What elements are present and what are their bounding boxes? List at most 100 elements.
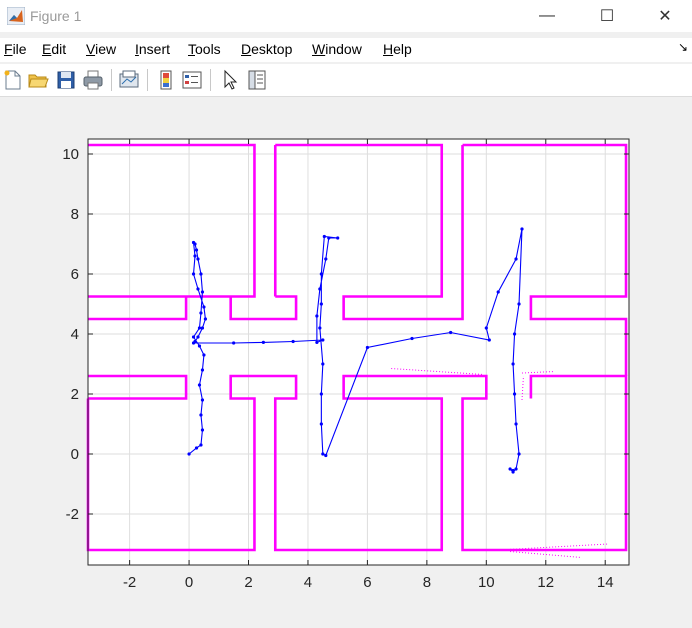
- map-scatter-streak: [498, 543, 609, 551]
- close-button[interactable]: ✕: [642, 0, 688, 32]
- map-wall: [88, 143, 256, 298]
- trajectory-point: [191, 335, 196, 339]
- map-wall: [88, 374, 188, 400]
- x-tick-label: 12: [537, 574, 554, 591]
- trajectory-point: [321, 362, 325, 366]
- trajectory-point: [199, 311, 203, 315]
- trajectory-point: [517, 302, 521, 306]
- menu-edit[interactable]: Edit: [42, 41, 67, 57]
- trajectory-point: [196, 257, 200, 261]
- trajectory-point: [511, 468, 515, 473]
- minimize-button[interactable]: —: [524, 0, 570, 32]
- x-tick-label: 4: [304, 574, 312, 591]
- trajectory-point: [517, 452, 521, 456]
- trajectory-point: [194, 446, 199, 450]
- open-file-icon[interactable]: [27, 69, 49, 91]
- trajectory-point: [315, 340, 319, 344]
- y-tick-label: 8: [71, 206, 79, 223]
- trajectory-point: [512, 392, 517, 396]
- trajectory-point: [318, 287, 322, 291]
- trajectory-point: [261, 340, 265, 344]
- trajectory-point: [318, 326, 322, 330]
- y-tick-label: 10: [62, 146, 79, 163]
- menu-view[interactable]: View: [86, 41, 117, 57]
- x-tick-label: 0: [185, 574, 193, 591]
- trajectory-point: [324, 257, 328, 261]
- trajectory-point: [197, 344, 202, 348]
- window-title: Figure 1: [30, 8, 82, 24]
- map-scatter-streak: [391, 368, 484, 375]
- close-icon: ✕: [658, 8, 672, 25]
- insert-colorbar-icon[interactable]: [155, 69, 177, 91]
- trajectory-point: [191, 240, 196, 245]
- trajectory-point: [197, 383, 202, 387]
- map-scatter-streak: [521, 375, 524, 401]
- menu-bar: File Edit View Insert Tools Desktop Wind…: [0, 38, 692, 62]
- map-scatter-streak: [521, 371, 555, 374]
- trajectory-point: [196, 335, 200, 339]
- trajectory-point: [200, 428, 205, 432]
- toolbar-separator: [111, 69, 112, 91]
- menu-dock-arrow-icon[interactable]: ↘: [677, 40, 688, 54]
- x-tick-label: 2: [244, 574, 252, 591]
- axes-box: [87, 138, 630, 566]
- trajectory-point: [199, 443, 203, 447]
- trajectory-point: [187, 452, 191, 456]
- trajectory-point: [487, 338, 491, 342]
- menu-file[interactable]: File: [4, 41, 27, 57]
- map-wall: [229, 295, 298, 321]
- menu-tools[interactable]: Tools: [188, 41, 221, 57]
- save-icon[interactable]: [55, 69, 77, 91]
- trajectory-point: [196, 287, 200, 291]
- trajectory-point: [315, 314, 319, 318]
- y-tick-label: 6: [71, 266, 79, 283]
- edit-plot-icon[interactable]: [220, 69, 242, 91]
- plot-axes[interactable]: -2 0 2 4 6 8 10 12 14 -2 0 2 4 6 8 10: [0, 97, 692, 623]
- trajectory-point: [324, 453, 328, 458]
- trajectory-point: [202, 353, 206, 357]
- trajectory-point: [194, 248, 199, 252]
- trajectory-point: [191, 272, 196, 276]
- figure-toolbar: [0, 64, 692, 97]
- new-figure-icon[interactable]: [2, 69, 24, 91]
- y-tick-label: -2: [66, 506, 79, 523]
- menu-window[interactable]: Window: [312, 41, 362, 57]
- trajectory-point: [449, 330, 453, 335]
- trajectory-point: [321, 338, 325, 342]
- trajectory-point: [484, 326, 488, 330]
- trajectory-point: [197, 326, 202, 330]
- trajectory-point: [321, 452, 325, 456]
- insert-legend-icon[interactable]: [181, 69, 203, 91]
- menu-help[interactable]: Help: [383, 41, 412, 57]
- minimize-icon: —: [539, 7, 555, 24]
- y-tick-label: 0: [71, 446, 79, 463]
- map-wall: [462, 143, 628, 376]
- matlab-icon: [7, 7, 25, 25]
- y-tick-label: 2: [71, 386, 79, 403]
- trajectory-point: [514, 467, 518, 471]
- maximize-icon: ☐: [599, 8, 615, 25]
- trajectory-point: [199, 272, 203, 276]
- toolbar-separator: [210, 69, 211, 91]
- property-inspector-icon[interactable]: [246, 69, 268, 91]
- menu-desktop[interactable]: Desktop: [241, 41, 293, 57]
- x-tick-label: 14: [597, 574, 614, 591]
- maximize-button[interactable]: ☐: [584, 0, 630, 32]
- trajectory-point: [322, 234, 326, 239]
- link-plot-icon[interactable]: [118, 69, 140, 91]
- print-icon[interactable]: [82, 69, 104, 91]
- x-tick-label: 10: [478, 574, 495, 591]
- trajectory-point: [319, 272, 323, 276]
- trajectory-point: [191, 341, 196, 345]
- figure-canvas: -2 0 2 4 6 8 10 12 14 -2 0 2 4 6 8 10: [0, 97, 692, 623]
- x-tick-label: 6: [363, 574, 371, 591]
- trajectory-point: [410, 336, 414, 341]
- trajectory-point: [200, 290, 205, 294]
- toolbar-separator: [147, 69, 148, 91]
- trajectory-point: [514, 422, 518, 426]
- trajectory-point: [319, 302, 323, 306]
- menu-insert[interactable]: Insert: [135, 41, 171, 57]
- trajectory-point: [200, 368, 205, 372]
- trajectory-point: [319, 422, 323, 426]
- trajectory-point: [199, 413, 203, 417]
